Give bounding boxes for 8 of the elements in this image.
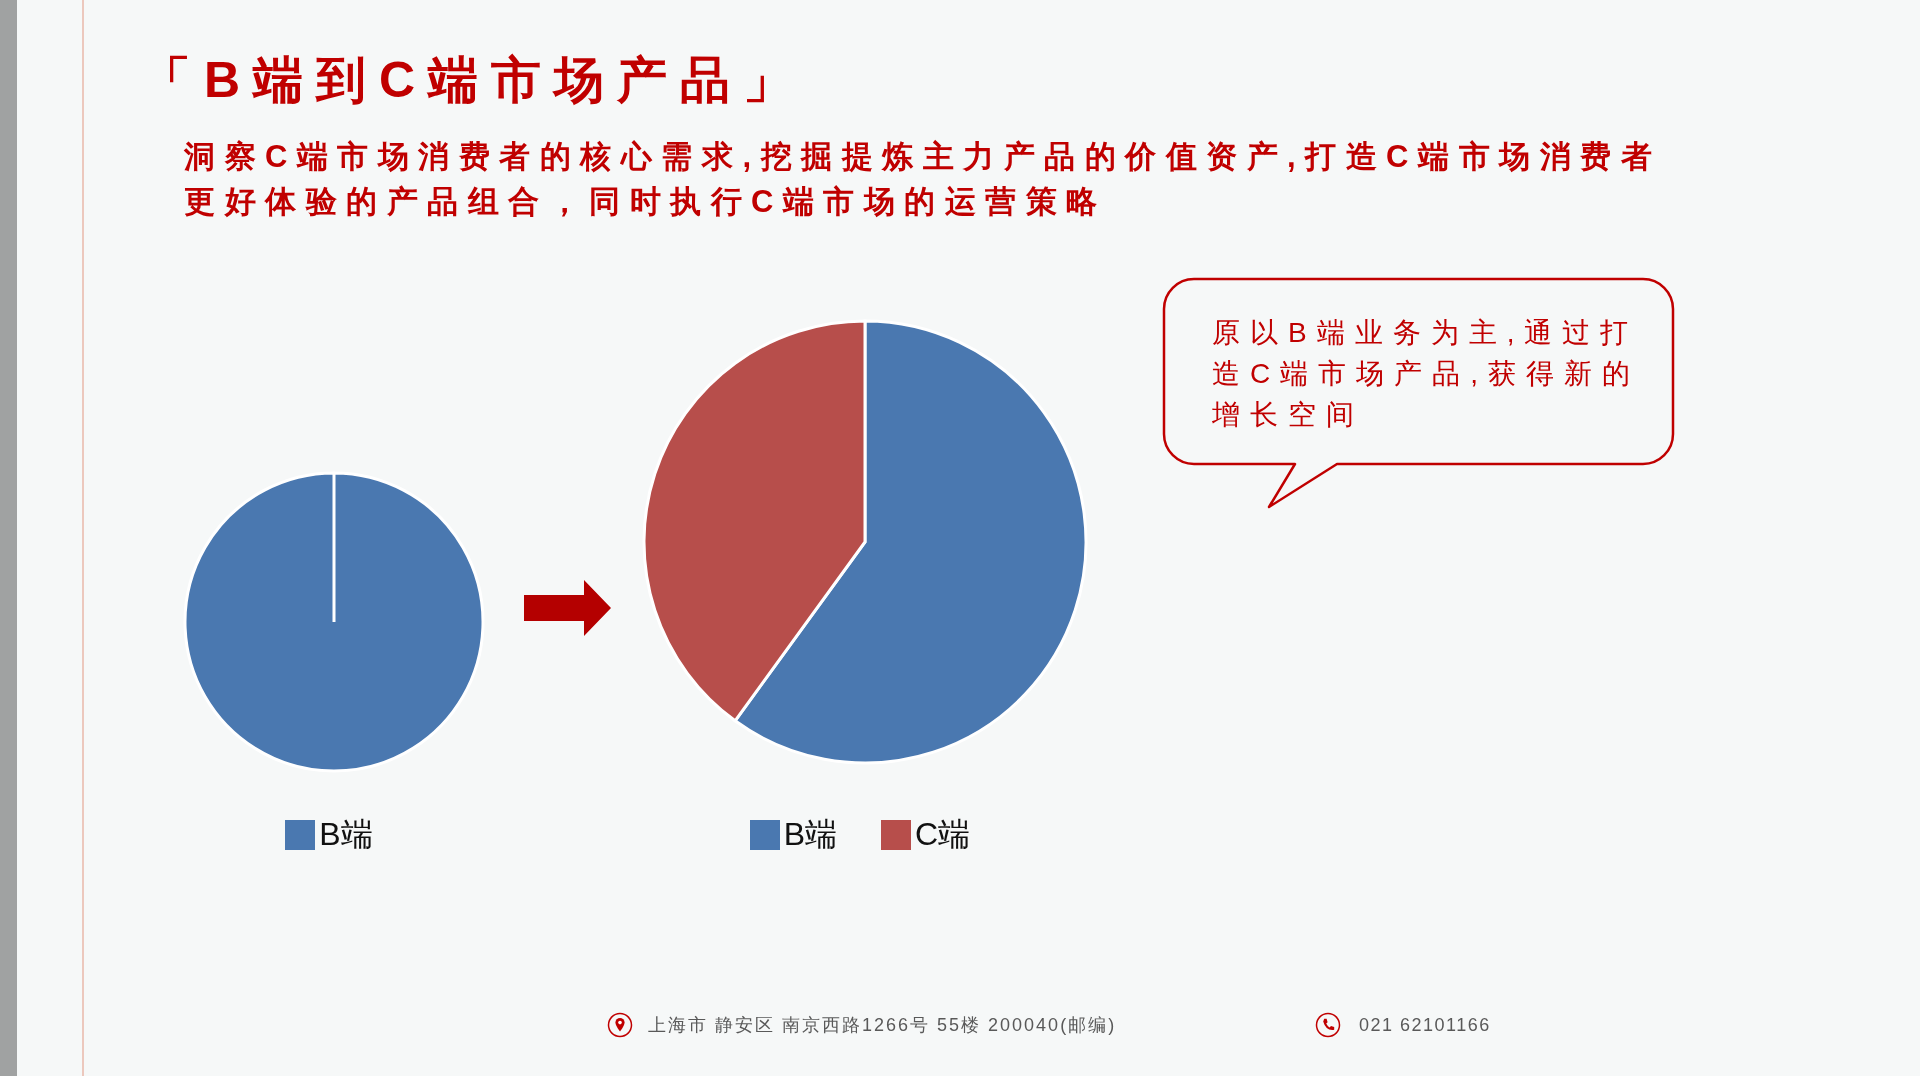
legend-label: B端 xyxy=(319,816,373,852)
legend-label: B端 xyxy=(783,816,838,852)
text: 021 62101166 xyxy=(1359,1014,1491,1037)
text: 原以B端业务为主,通过打造C端市场产品,获得新的增长空间 xyxy=(1212,316,1641,432)
legend-label: C端 xyxy=(915,816,971,852)
text: 洞察C端市场消费者的核心需求,挖掘提炼主力产品的价值资产,打造C端市场消费者更好体验的产品组合，同时执行C端市场的运营策略 xyxy=(184,138,1662,221)
text: 上海市 静安区 南京西路1266号 55楼 200040(邮编) xyxy=(648,1014,1117,1037)
chart-title: 「B端到C端市场产品」 xyxy=(141,51,807,110)
